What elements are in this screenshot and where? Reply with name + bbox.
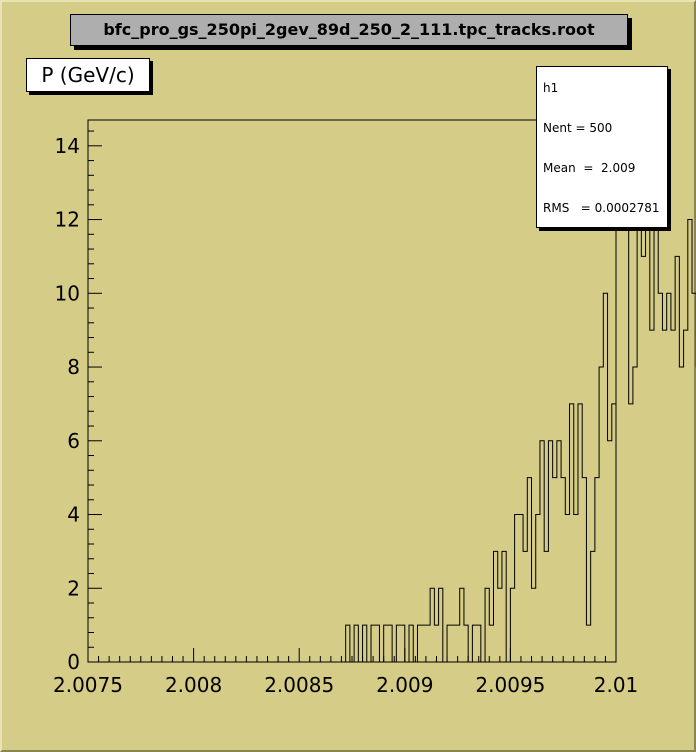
y-tick-label: 10 [55,281,80,305]
y-tick-label: 2 [67,576,80,600]
y-tick-label: 6 [67,429,80,453]
x-tick-label: 2.0085 [264,673,334,697]
y-tick-label: 4 [67,503,80,527]
stats-mean: Mean = 2.009 [543,161,636,175]
histogram-outline [88,145,696,663]
x-tick-label: 2.0075 [53,673,123,697]
stats-box: h1 Nent = 500 Mean = 2.009 RMS = 0.00027… [536,66,668,228]
y-tick-label: 14 [55,134,80,158]
stats-rms: RMS = 0.0002781 [543,201,660,215]
x-axis: 2.0075 2.008 2.0085 2.009 2.0095 2.01 [53,648,638,697]
histogram-title: bfc_pro_gs_250pi_2gev_89d_250_2_111.tpc_… [70,14,628,46]
y-axis: 0 2 4 6 8 10 12 14 [55,130,102,674]
histogram-bars [88,145,696,663]
stats-histogram-name: h1 [543,81,559,95]
y-tick-label: 12 [55,208,80,232]
x-tick-label: 2.0095 [475,673,545,697]
plot-label: P (GeV/c) [26,58,150,92]
x-tick-label: 2.01 [594,673,639,697]
y-tick-label: 0 [67,650,80,674]
y-tick-label: 8 [67,355,80,379]
x-tick-label: 2.008 [165,673,222,697]
stats-entries: Nent = 500 [543,121,613,135]
x-tick-label: 2.009 [376,673,433,697]
